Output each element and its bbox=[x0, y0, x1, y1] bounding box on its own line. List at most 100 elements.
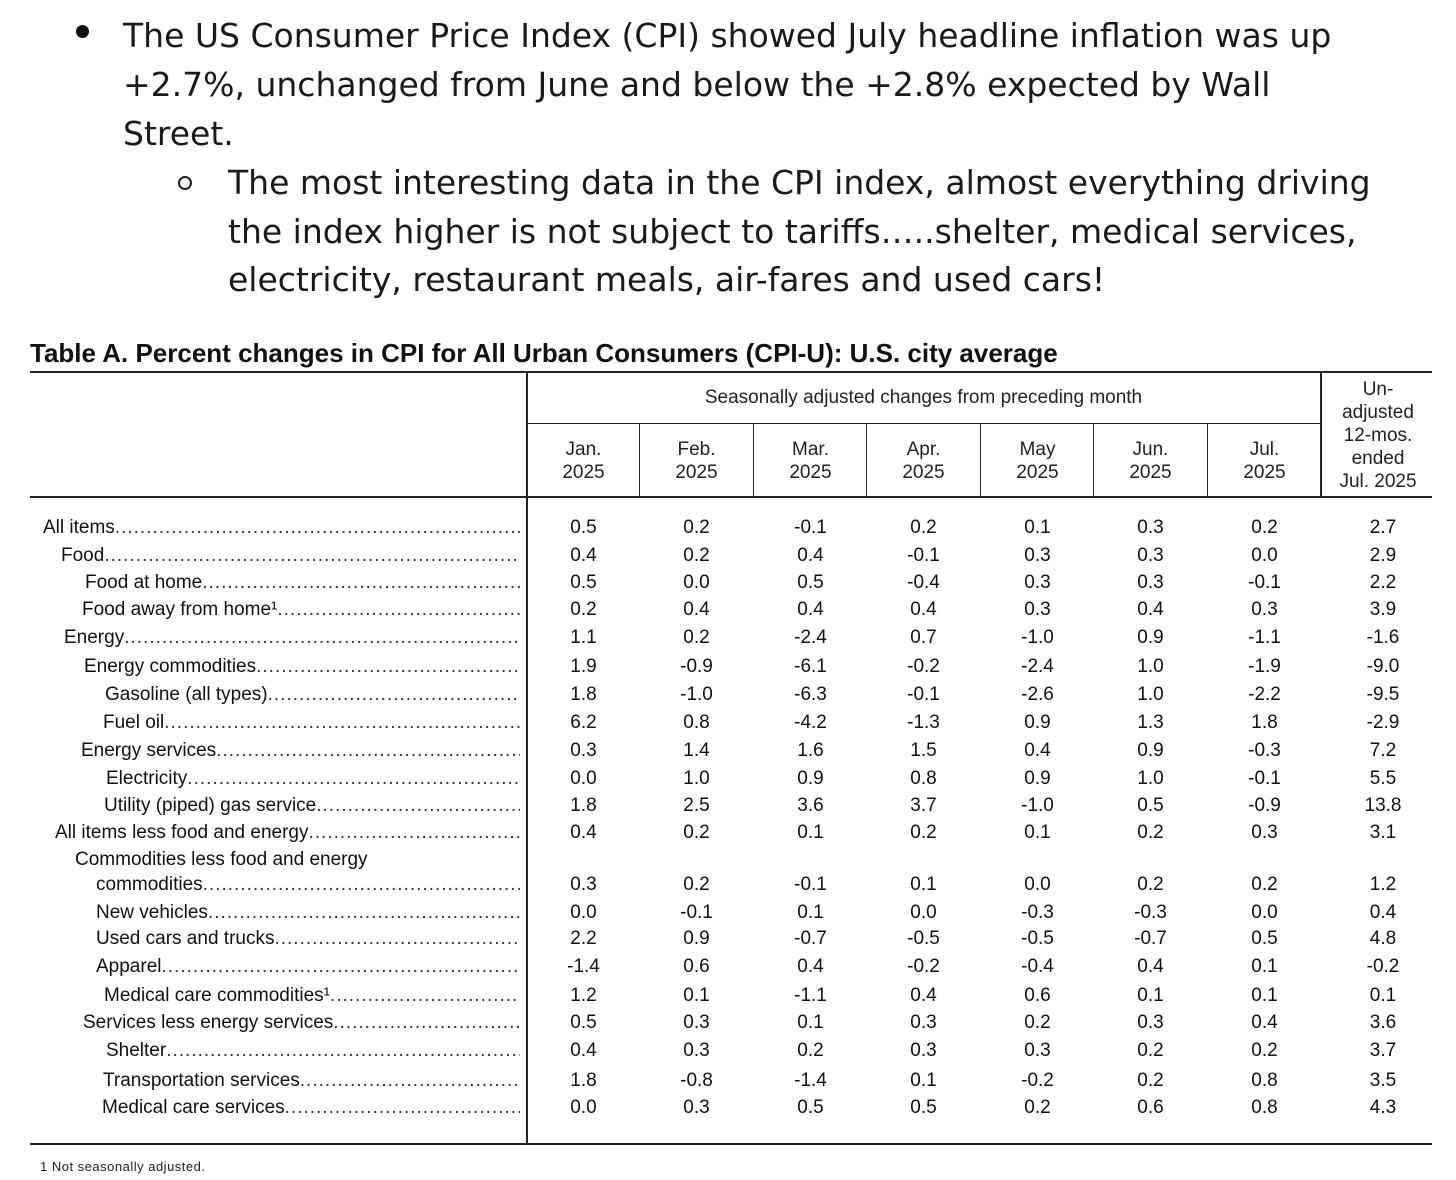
table-cell: -0.5 bbox=[1021, 928, 1054, 949]
table-cell: 0.3 bbox=[1251, 822, 1278, 843]
table-cell: 1.6 bbox=[797, 740, 824, 761]
table-cell: 2.5 bbox=[683, 795, 710, 816]
table-cell: 1.8 bbox=[570, 795, 597, 816]
table-cell: 0.7 bbox=[910, 627, 937, 648]
row-label-text: Apparel bbox=[96, 956, 162, 977]
table-cell: 13.8 bbox=[1364, 795, 1402, 816]
table-cell: 1.0 bbox=[1137, 684, 1164, 705]
table-cell: 3.1 bbox=[1369, 822, 1397, 843]
footnote: 1 Not seasonally adjusted. bbox=[40, 1159, 206, 1174]
row-label: Energy..................................… bbox=[64, 627, 520, 649]
row-label: commodities.............................… bbox=[96, 874, 520, 896]
leader-dots: ........................................… bbox=[187, 768, 520, 789]
table-cell: 0.3 bbox=[910, 1012, 937, 1033]
table-cell: 1.8 bbox=[570, 1070, 597, 1091]
table-cell: 0.8 bbox=[683, 712, 710, 733]
table-cell: 0.3 bbox=[1024, 572, 1051, 593]
table-cell: 1.5 bbox=[910, 740, 937, 761]
bullet-line-3: Street. bbox=[123, 114, 234, 153]
table-cell: -1.0 bbox=[1021, 795, 1054, 816]
table-cell: 3.7 bbox=[910, 795, 937, 816]
table-cell: 0.2 bbox=[1137, 822, 1164, 843]
table-cell: 0.3 bbox=[683, 1040, 710, 1061]
table-cell: -1.1 bbox=[1248, 627, 1281, 648]
row-label-text: Medical care commodities¹ bbox=[104, 985, 330, 1006]
table-cell: 0.3 bbox=[1251, 599, 1278, 620]
row-label-text: Gasoline (all types) bbox=[105, 684, 268, 705]
table-cell: -2.4 bbox=[794, 627, 827, 648]
leader-dots: ........................................… bbox=[114, 517, 520, 538]
table-cell: -0.2 bbox=[1021, 1070, 1054, 1091]
table-cell: 0.5 bbox=[570, 1012, 597, 1033]
table-cell: 0.9 bbox=[683, 928, 710, 949]
unadjusted-header-line: ended bbox=[1351, 448, 1405, 469]
leader-dots: ........................................… bbox=[277, 599, 520, 620]
table-cell: 0.2 bbox=[1024, 1012, 1051, 1033]
row-label: Energy services.........................… bbox=[81, 740, 520, 762]
header-bottom-rule bbox=[30, 496, 1432, 498]
row-label: All items less food and energy..........… bbox=[55, 822, 520, 844]
table-cell: 0.5 bbox=[797, 572, 824, 593]
table-cell: 1.1 bbox=[570, 627, 597, 648]
table-cell: 0.1 bbox=[1024, 822, 1051, 843]
table-cell: -2.2 bbox=[1248, 684, 1281, 705]
row-label-text: Services less energy services bbox=[83, 1012, 334, 1033]
leader-dots: ........................................… bbox=[284, 1097, 520, 1118]
month-header: Jul. 2025 bbox=[1208, 438, 1321, 484]
leader-dots: ........................................… bbox=[202, 572, 520, 593]
row-label-text: Medical care services bbox=[102, 1097, 285, 1118]
table-cell: 0.5 bbox=[570, 572, 597, 593]
unadjusted-header-line: adjusted bbox=[1342, 402, 1414, 423]
table-cell: 0.5 bbox=[570, 517, 597, 538]
table-cell: 1.2 bbox=[1369, 874, 1397, 895]
table-cell: 0.3 bbox=[1137, 545, 1164, 566]
table-cell: 1.2 bbox=[570, 985, 597, 1006]
table-cell: -9.0 bbox=[1366, 656, 1400, 677]
row-label-text: Electricity bbox=[106, 768, 188, 789]
table-cell: 0.9 bbox=[1137, 627, 1164, 648]
table-cell: 0.1 bbox=[1251, 956, 1278, 977]
table-cell: -0.1 bbox=[680, 902, 713, 923]
leader-dots: ........................................… bbox=[267, 684, 520, 705]
leader-dots: ........................................… bbox=[207, 902, 520, 923]
table-cell: 0.4 bbox=[1251, 1012, 1278, 1033]
table-cell: 0.4 bbox=[1137, 956, 1164, 977]
table-cell: 7.2 bbox=[1369, 740, 1397, 761]
table-cell: 3.9 bbox=[1369, 599, 1397, 620]
table-cell: 0.1 bbox=[1251, 985, 1278, 1006]
table-cell: -0.7 bbox=[1134, 928, 1167, 949]
row-label: Utility (piped) gas service.............… bbox=[104, 795, 520, 817]
leader-dots: ........................................… bbox=[274, 928, 520, 949]
row-label-text: Energy bbox=[64, 627, 125, 648]
table-cell: -0.9 bbox=[680, 656, 713, 677]
table-cell: -2.9 bbox=[1366, 712, 1400, 733]
row-label-text: Transportation services bbox=[103, 1070, 300, 1091]
table-cell: 2.2 bbox=[570, 928, 597, 949]
table-cell: -0.3 bbox=[1248, 740, 1281, 761]
sub-bullet-circle-icon bbox=[178, 176, 192, 190]
leader-dots: ........................................… bbox=[164, 712, 520, 733]
table-cell: 0.2 bbox=[1024, 1097, 1051, 1118]
table-cell: 0.2 bbox=[683, 545, 710, 566]
unadjusted-header-line: 12-mos. bbox=[1343, 425, 1413, 446]
table-cell: 1.4 bbox=[683, 740, 710, 761]
month-header-line: 2025 bbox=[562, 462, 605, 483]
table-cell: -1.4 bbox=[567, 956, 600, 977]
month-column-divider bbox=[1207, 424, 1208, 497]
month-header-line: 2025 bbox=[1243, 462, 1286, 483]
month-header-line: Jun. bbox=[1132, 439, 1169, 460]
table-cell: 0.2 bbox=[1137, 1040, 1164, 1061]
row-label-text: Utility (piped) gas service bbox=[104, 795, 317, 816]
row-label-text: Shelter bbox=[106, 1040, 167, 1061]
table-cell: -2.4 bbox=[1021, 656, 1054, 677]
table-title: Table A. Percent changes in CPI for All … bbox=[30, 338, 1058, 368]
table-cell: -0.2 bbox=[907, 956, 940, 977]
table-cell: 0.2 bbox=[683, 874, 710, 895]
table-cell: 0.4 bbox=[797, 956, 824, 977]
table-cell: 0.2 bbox=[1251, 517, 1278, 538]
table-top-rule bbox=[30, 371, 1432, 373]
table-cell: 0.9 bbox=[1024, 712, 1051, 733]
table-cell: 0.1 bbox=[797, 902, 824, 923]
table-cell: 0.6 bbox=[683, 956, 710, 977]
table-cell: 0.1 bbox=[1137, 985, 1164, 1006]
